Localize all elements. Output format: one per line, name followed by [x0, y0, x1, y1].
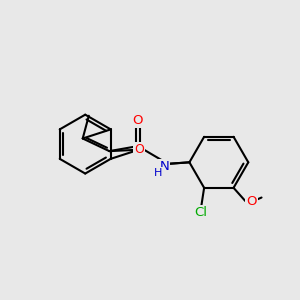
Text: O: O: [134, 143, 144, 156]
Text: H: H: [154, 168, 163, 178]
Text: Cl: Cl: [195, 206, 208, 219]
Text: O: O: [133, 114, 143, 127]
Text: O: O: [246, 195, 256, 208]
Text: N: N: [160, 160, 169, 172]
